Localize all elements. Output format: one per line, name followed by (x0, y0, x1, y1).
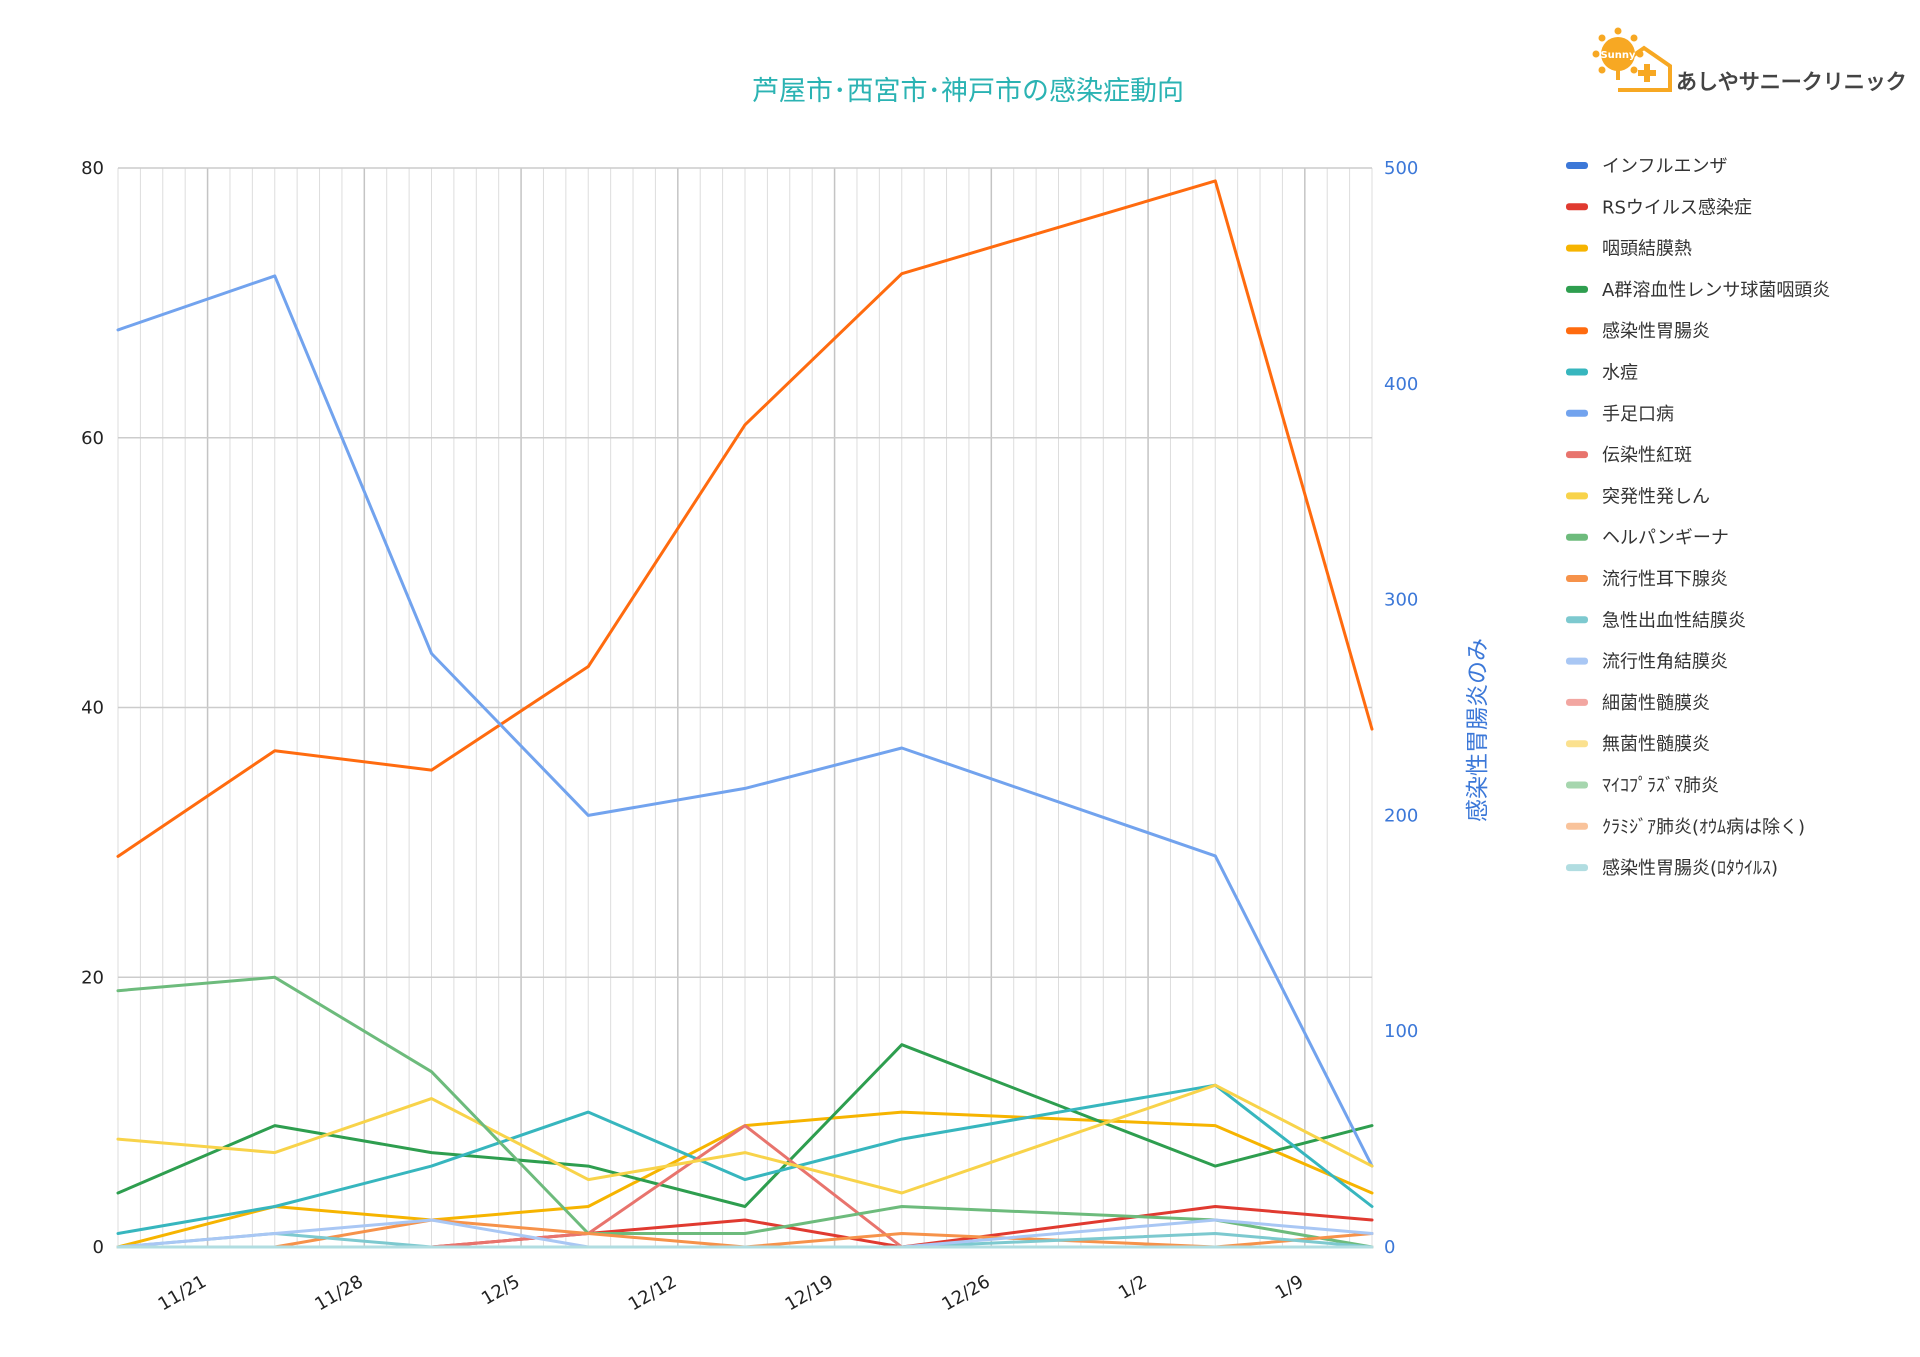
left-y-tick-label: 60 (81, 428, 104, 449)
x-tick-label: 1/9 (1272, 1271, 1308, 1304)
legend-label: 流行性角結膜炎 (1602, 652, 1728, 673)
series-line-5 (116, 179, 1374, 858)
right-axis-title: 感染性胃腸炎のみ (1465, 638, 1491, 822)
x-tick-label: 12/19 (782, 1271, 837, 1315)
right-y-tick-label: 100 (1384, 1021, 1418, 1042)
legend-swatch (1566, 616, 1588, 624)
legend-swatch (1566, 698, 1588, 706)
legend-label: ﾏｲｺﾌﾟﾗｽﾞﾏ肺炎 (1602, 776, 1719, 797)
legend-swatch (1566, 451, 1588, 459)
series-line-9 (116, 1083, 1374, 1195)
x-tick-label: 12/5 (478, 1271, 524, 1309)
left-y-tick-label: 40 (81, 698, 104, 719)
legend-label: 感染性胃腸炎(ﾛﾀｳｲﾙｽ) (1602, 858, 1778, 879)
legend-swatch (1566, 781, 1588, 789)
x-tick-label: 11/28 (311, 1271, 366, 1315)
axes: 0 20 40 60 80 0 100 200 300 400 500 11/21 11/28 12/5 1… (81, 158, 1418, 1315)
legend-label: 手足口病 (1602, 404, 1674, 425)
series-line-10 (116, 975, 1374, 1249)
x-tick-label: 1/2 (1115, 1271, 1151, 1304)
left-y-tick-label: 20 (81, 967, 104, 988)
series-line-4 (116, 1043, 1374, 1208)
right-y-tick-label: 200 (1384, 805, 1418, 826)
legend-swatch (1566, 575, 1588, 582)
clinic-name: あしやサニークリニック (1676, 70, 1907, 94)
legend-label: RSウイルス感染症 (1602, 197, 1752, 218)
legend-label: 細菌性髄膜炎 (1602, 693, 1710, 714)
legend-swatch (1566, 657, 1588, 665)
logo-badge-text: Sunny (1600, 50, 1636, 61)
right-y-tick-label: 300 (1384, 590, 1418, 611)
legend-label: 急性出血性結膜炎 (1602, 610, 1746, 631)
series-line-7 (116, 274, 1374, 1168)
legend-swatch (1566, 203, 1588, 211)
right-y-tick-label: 500 (1384, 158, 1418, 179)
legend-swatch (1566, 492, 1588, 500)
legend-label: 流行性耳下腺炎 (1602, 569, 1728, 590)
right-y-tick-label: 400 (1384, 374, 1418, 395)
legend-label: ｸﾗﾐｼﾞｱ肺炎(ｵｳﾑ病は除く) (1602, 817, 1805, 838)
sun-house-logo-icon: Sunny (1592, 27, 1672, 92)
legend-swatch (1566, 533, 1588, 541)
legend-label: インフルエンザ (1602, 156, 1727, 177)
legend-swatch (1566, 285, 1588, 293)
series-line-11 (116, 1218, 1374, 1249)
chart-title: 芦屋市･西宮市･神戸市の感染症動向 (752, 76, 1184, 107)
legend-swatch (1566, 162, 1588, 169)
legend-swatch (1566, 409, 1588, 417)
grid (117, 167, 1373, 1248)
x-tick-label: 12/12 (625, 1271, 680, 1315)
legend-label: 伝染性紅斑 (1602, 445, 1692, 466)
left-y-tick-label: 80 (81, 158, 104, 179)
legend-swatch (1566, 864, 1588, 872)
series-lines (116, 179, 1374, 1249)
legend-swatch (1566, 244, 1588, 252)
legend-label: 無菌性髄膜炎 (1602, 734, 1710, 755)
clinic-logo: Sunny あしやサニークリニック (1588, 20, 1908, 100)
legend-swatch (1566, 368, 1588, 376)
x-tick-label: 12/26 (938, 1271, 993, 1315)
legend-label: A群溶血性レンサ球菌咽頭炎 (1602, 280, 1830, 301)
legend-label: 感染性胃腸炎 (1602, 321, 1710, 342)
series-line-6 (116, 1083, 1374, 1235)
legend-label: 咽頭結膜熱 (1602, 239, 1692, 260)
legend-swatch (1566, 822, 1588, 830)
legend-swatch (1566, 327, 1588, 335)
legend-label: 突発性発しん (1602, 486, 1710, 507)
legend-label: 水痘 (1602, 363, 1638, 384)
legend-swatch (1566, 740, 1588, 748)
right-y-tick-label: 0 (1384, 1237, 1395, 1258)
legend-label: ヘルパンギーナ (1602, 528, 1729, 549)
left-y-tick-label: 0 (93, 1237, 104, 1258)
x-tick-label: 11/21 (155, 1271, 210, 1315)
